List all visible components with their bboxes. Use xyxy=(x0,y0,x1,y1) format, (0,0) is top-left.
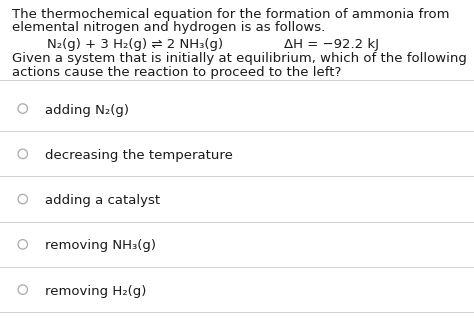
Text: The thermochemical equation for the formation of ammonia from: The thermochemical equation for the form… xyxy=(12,8,449,21)
Text: adding a catalyst: adding a catalyst xyxy=(45,194,160,207)
Text: actions cause the reaction to proceed to the left?: actions cause the reaction to proceed to… xyxy=(12,66,341,79)
Text: N₂(g) + 3 H₂(g) ⇌ 2 NH₃(g): N₂(g) + 3 H₂(g) ⇌ 2 NH₃(g) xyxy=(47,38,224,51)
Text: ΔH = −92.2 kJ: ΔH = −92.2 kJ xyxy=(284,38,379,51)
Text: elemental nitrogen and hydrogen is as follows.: elemental nitrogen and hydrogen is as fo… xyxy=(12,21,325,34)
Text: Given a system that is initially at equilibrium, which of the following: Given a system that is initially at equi… xyxy=(12,52,467,66)
Text: removing H₂(g): removing H₂(g) xyxy=(45,285,146,298)
Text: decreasing the temperature: decreasing the temperature xyxy=(45,149,233,162)
Text: adding N₂(g): adding N₂(g) xyxy=(45,104,129,117)
Text: removing NH₃(g): removing NH₃(g) xyxy=(45,239,156,253)
